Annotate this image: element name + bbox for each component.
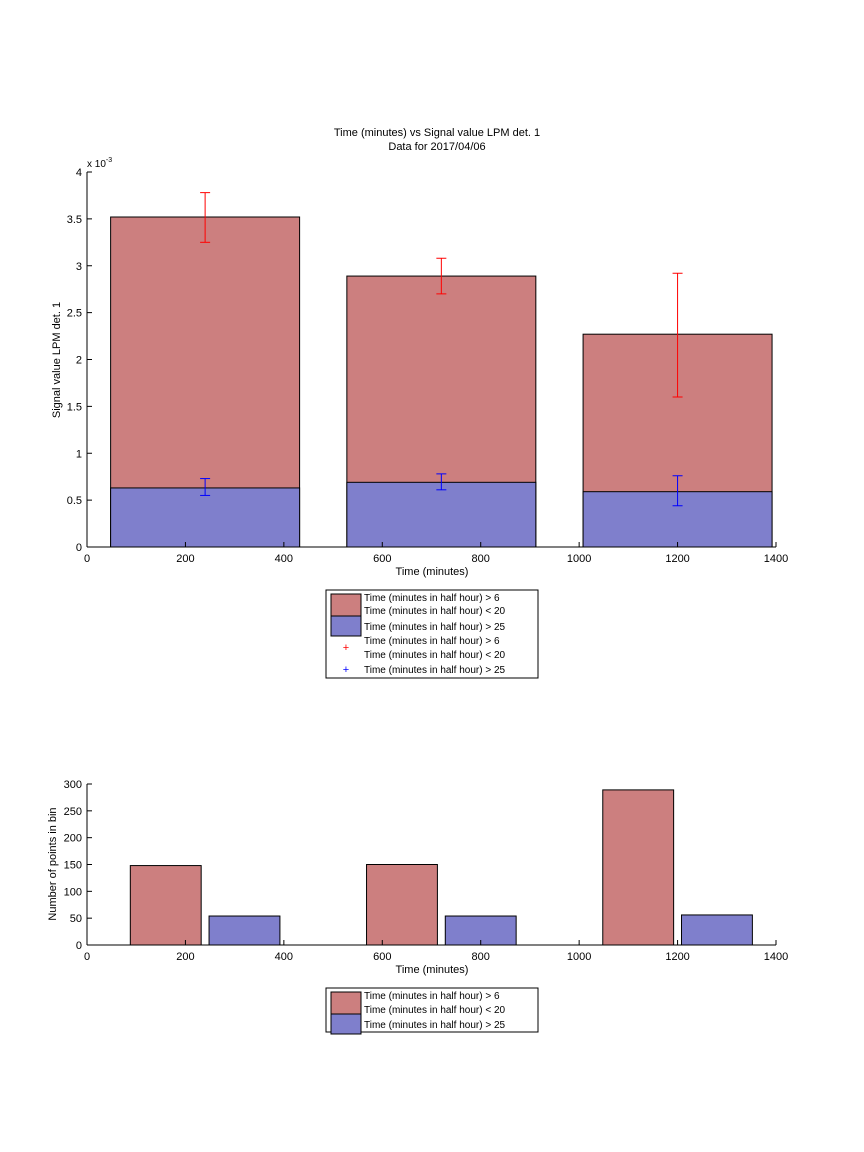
legend-plus-marker-blue: + xyxy=(343,664,349,676)
y-tick-label: 3.5 xyxy=(67,214,82,226)
x-tick-label: 1200 xyxy=(665,553,689,565)
x-tick-label: 1200 xyxy=(665,951,689,963)
bar-blue xyxy=(110,487,301,548)
x-tick-label: 200 xyxy=(176,951,194,963)
legend-entry-bar-red: Time (minutes in half hour) > 6 Time (mi… xyxy=(364,991,506,1016)
y-tick-label: 200 xyxy=(64,833,82,845)
x-tick-label: 400 xyxy=(275,951,293,963)
bar-red xyxy=(366,864,438,946)
x-tick-label: 1400 xyxy=(764,553,788,565)
chart-subtitle: Data for 2017/04/06 xyxy=(388,141,485,153)
y-axis-label: Signal value LPM det. 1 xyxy=(51,302,63,418)
y-tick-label: 0 xyxy=(76,542,82,554)
legend-entry-bar-red: Time (minutes in half hour) > 6 Time (mi… xyxy=(364,593,506,617)
legend-entry-error-blue: Time (minutes in half hour) > 25 xyxy=(364,665,506,676)
x-tick-label: 1400 xyxy=(764,951,788,963)
legend-line: Time (minutes in half hour) < 20 xyxy=(364,650,506,661)
bar-blue xyxy=(346,481,537,548)
y-tick-label: 250 xyxy=(64,806,82,818)
y-tick-label: 2.5 xyxy=(67,308,82,320)
x-tick-label: 800 xyxy=(472,553,490,565)
legend-swatch-red-bar xyxy=(330,593,362,617)
legend-plus-marker-red: + xyxy=(343,642,349,654)
x-tick-label: 200 xyxy=(176,553,194,565)
legend-line: Time (minutes in half hour) > 6 xyxy=(364,991,500,1002)
chart-title: Time (minutes) vs Signal value LPM det. … xyxy=(334,127,540,139)
y-tick-label: 150 xyxy=(64,860,82,872)
y-tick-label: 2 xyxy=(76,355,82,367)
y-axis-label: Number of points in bin xyxy=(47,807,59,920)
bar-blue xyxy=(208,915,281,946)
x-axis-label: Time (minutes) xyxy=(396,566,469,578)
y-tick-label: 3 xyxy=(76,261,82,273)
y-tick-label: 0.5 xyxy=(67,495,82,507)
y-tick-label: 50 xyxy=(70,913,82,925)
legend-entry-bar-blue: Time (minutes in half hour) > 25 xyxy=(364,1020,506,1031)
x-tick-label: 600 xyxy=(373,553,391,565)
y-tick-label: 300 xyxy=(64,779,82,791)
y-exponent-label: x 10-3 xyxy=(87,157,112,170)
x-tick-label: 800 xyxy=(472,951,490,963)
count-chart: 0 200 400 600 800 1000 1200 1400 0 50 100 150 200 250… xyxy=(47,779,788,1035)
x-tick-label: 1000 xyxy=(567,553,591,565)
y-tick-label: 100 xyxy=(64,886,82,898)
legend-swatch-red-bar xyxy=(330,991,362,1015)
legend: Time (minutes in half hour) > 6 Time (mi… xyxy=(325,987,539,1035)
x-tick-label: 1000 xyxy=(567,951,591,963)
y-tick-label: 1 xyxy=(76,448,82,460)
legend-line: Time (minutes in half hour) < 20 xyxy=(364,606,506,617)
x-tick-label: 400 xyxy=(275,553,293,565)
legend-entry-error-red: Time (minutes in half hour) > 6 Time (mi… xyxy=(364,636,506,661)
bar-blue xyxy=(681,914,753,946)
legend-line: Time (minutes in half hour) > 6 xyxy=(364,636,500,647)
legend-line: Time (minutes in half hour) > 6 xyxy=(364,593,500,604)
legend-swatch-blue-bar xyxy=(330,615,362,637)
x-tick-label: 0 xyxy=(84,951,90,963)
signal-chart: Time (minutes) vs Signal value LPM det. … xyxy=(51,127,788,679)
bar-red xyxy=(129,865,202,946)
x-axis-label: Time (minutes) xyxy=(396,964,469,976)
legend: Time (minutes in half hour) > 6 Time (mi… xyxy=(325,589,539,679)
y-tick-label: 4 xyxy=(76,167,82,179)
legend-line: Time (minutes in half hour) < 20 xyxy=(364,1005,506,1016)
legend-entry-bar-blue: Time (minutes in half hour) > 25 xyxy=(364,622,506,633)
bar-red xyxy=(602,789,675,946)
legend-swatch-blue-bar xyxy=(330,1013,362,1035)
x-tick-label: 0 xyxy=(84,553,90,565)
y-tick-label: 0 xyxy=(76,940,82,952)
y-tick-label: 1.5 xyxy=(67,401,82,413)
x-tick-label: 600 xyxy=(373,951,391,963)
